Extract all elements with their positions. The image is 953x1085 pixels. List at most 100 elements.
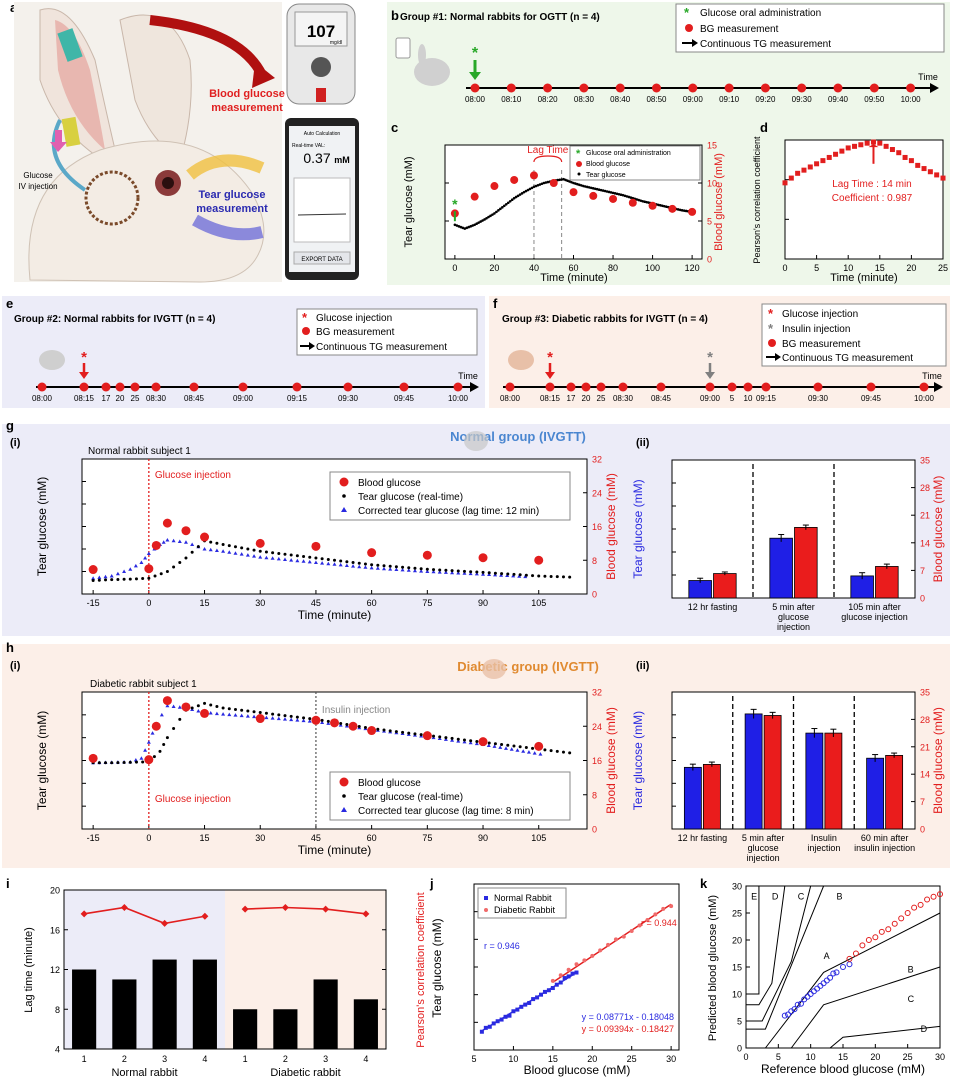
tear-glucose-point <box>487 215 490 219</box>
y-tick-label: 24 <box>592 722 602 732</box>
y2-axis-label: Blood glucose (mM) <box>604 707 618 814</box>
corrected-tear-point <box>406 568 411 572</box>
x-tick-label: 0 <box>743 1052 748 1062</box>
timeline-bg-point <box>399 382 409 392</box>
blood-glucose-point <box>490 182 499 191</box>
panel-a-illustration: Blood glucose measurement Tear glucose meas… <box>14 2 359 283</box>
tear-realtime-point <box>376 563 380 567</box>
blood-glucose-point <box>255 538 265 548</box>
phone-label: Real-time VAL: <box>292 143 325 149</box>
timeline-bg-point <box>919 382 929 392</box>
panel-b-legend <box>675 3 945 53</box>
tear-glucose-point <box>601 189 605 192</box>
diabetic-point <box>904 910 911 916</box>
timeline-bg-point <box>543 83 553 93</box>
y-tick-label: 10 <box>732 990 742 1000</box>
legend-bg-label: BG measurement <box>700 24 779 35</box>
y-tick-label: 0 <box>920 594 925 604</box>
diabetic-point <box>550 978 555 983</box>
tear-glucose-point <box>558 178 561 182</box>
diabetic-point <box>582 958 587 963</box>
timeline-bg-point <box>596 382 606 392</box>
tear-realtime-point <box>549 574 553 578</box>
correlation-point <box>934 172 940 178</box>
legend-injection-label: Glucose injection <box>316 313 392 324</box>
corrected-tear-point <box>177 539 182 543</box>
x-tick-label: 10 <box>843 263 853 273</box>
blood-glucose-point <box>200 708 210 718</box>
x-tick-label: 105 <box>531 598 546 608</box>
x-tick-label: 75 <box>422 833 432 843</box>
tear-glucose-point <box>611 191 615 195</box>
tear-realtime-point <box>162 743 166 747</box>
correlation-point <box>814 161 820 167</box>
diabetic-point <box>669 904 674 909</box>
tear-realtime-point <box>302 555 306 558</box>
corrected-tear-point <box>221 549 226 553</box>
diabetic-point <box>846 955 853 962</box>
timeline-bg-point <box>760 83 770 93</box>
tear-glucose-point <box>635 198 639 201</box>
corrected-tear-point <box>503 746 508 750</box>
timeline-tick-label: 25 <box>597 394 606 403</box>
tear-glucose-point <box>467 225 471 229</box>
blood-glucose-point <box>688 207 697 216</box>
tear-glucose-point <box>609 191 613 194</box>
panel-letter-e: e <box>6 296 13 311</box>
legend-tg-arrowhead <box>309 342 315 350</box>
tear-realtime-point <box>456 737 460 741</box>
correlation-point <box>908 158 914 164</box>
lag-time-bar <box>313 979 338 1049</box>
tear-realtime-point <box>134 577 138 581</box>
y-tick-label: 8 <box>592 556 597 566</box>
blood-glucose-point <box>470 192 479 201</box>
corrected-tear-point <box>202 547 207 551</box>
chart-g-ii: 0 7 14 21 28 35 Tear glucose (mM) Blood glucose… <box>631 437 945 632</box>
normal-point <box>495 1019 500 1024</box>
tear-realtime-point <box>283 714 287 718</box>
lag-bracket <box>533 155 563 163</box>
timeline-bg-point <box>727 382 737 392</box>
tear-realtime-point <box>531 746 535 750</box>
blood-glucose-point <box>478 737 488 747</box>
tear-realtime-point <box>252 548 256 552</box>
timeline-bg-point <box>566 382 576 392</box>
timeline-time-label: Time <box>922 371 942 381</box>
diabetic-point <box>637 923 642 928</box>
timeline-tick-label: 09:45 <box>861 394 882 403</box>
tear-realtime-point <box>209 703 213 707</box>
legend-box <box>569 145 701 181</box>
tear-realtime-point <box>506 743 510 747</box>
normal-point <box>791 1006 798 1013</box>
tear-realtime-point <box>190 550 194 554</box>
chart-h-ii: 0 7 14 21 28 35 Tear glucose (mM) Blood glucose… <box>631 660 945 863</box>
oral-bottle-icon <box>395 37 411 59</box>
tear-realtime-point <box>512 572 516 576</box>
tear-glucose-point <box>532 185 536 189</box>
x-tick-label: 45 <box>311 833 321 843</box>
tear-realtime-point <box>493 742 497 746</box>
tear-realtime-point <box>382 728 386 732</box>
tear-realtime-point <box>500 743 504 747</box>
timeline-bg-point <box>652 83 661 93</box>
sensor-coil <box>84 170 140 226</box>
corrected-tear-point <box>307 559 312 564</box>
panel-e: Group #2: Normal rabbits for IVGTT (n = … <box>14 308 478 379</box>
tear-realtime-point <box>264 550 268 554</box>
tear-realtime-point <box>240 546 244 550</box>
x-tick-label: 75 <box>422 598 432 608</box>
tear-realtime-point <box>271 712 275 716</box>
lag-annotation: Lag Time <box>527 145 569 156</box>
tear-realtime-point <box>308 555 312 559</box>
timeline-bg-point <box>238 382 248 392</box>
tear-glucose-point <box>643 200 646 203</box>
normal-point <box>554 982 559 987</box>
blood-glucose-point <box>311 541 321 551</box>
tear-realtime-point <box>196 545 200 549</box>
injection-label: Glucose injection <box>155 470 231 481</box>
tear-glucose-point <box>627 195 631 199</box>
tear-realtime-point <box>246 547 250 551</box>
y-tick-label: 8 <box>55 1005 60 1015</box>
corrected-tear-point <box>233 713 238 717</box>
corrected-tear-point <box>363 565 368 569</box>
